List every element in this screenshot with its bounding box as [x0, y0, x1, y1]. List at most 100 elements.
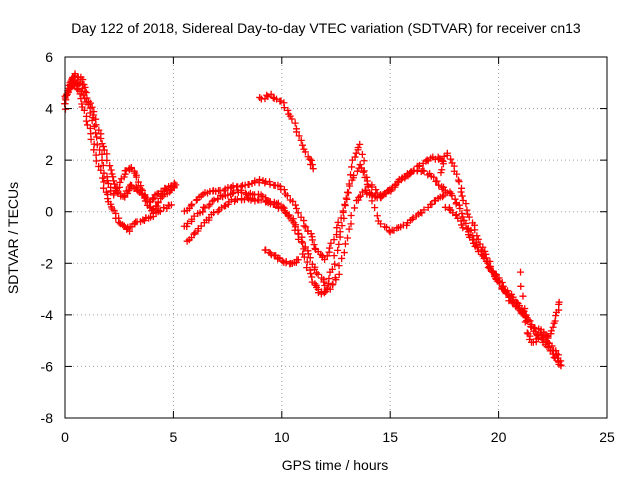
data-point [256, 175, 264, 183]
data-point [99, 161, 107, 169]
data-point [358, 150, 366, 158]
data-point [294, 209, 302, 217]
data-point [344, 234, 352, 242]
data-point [440, 183, 448, 191]
data-point [110, 206, 118, 214]
data-point [334, 246, 342, 254]
data-point [499, 282, 507, 290]
data-point [306, 155, 314, 163]
data-point [368, 197, 376, 205]
y-axis-label: SDTVAR / TECUs [5, 182, 21, 294]
data-point [188, 200, 196, 208]
data-point [521, 318, 529, 326]
data-point [457, 188, 465, 196]
data-point [356, 140, 364, 148]
data-point [229, 182, 237, 190]
data-point [345, 180, 353, 188]
chart-title: Day 122 of 2018, Sidereal Day-to-day VTE… [71, 20, 581, 36]
data-point [309, 165, 317, 173]
data-point [257, 196, 265, 204]
data-point [547, 327, 555, 335]
data-point [330, 236, 338, 244]
data-point [462, 200, 470, 208]
data-point [440, 152, 448, 160]
data-point [469, 236, 477, 244]
data-point [454, 176, 462, 184]
y-tick-label: 0 [45, 204, 53, 220]
data-point [368, 183, 376, 191]
data-point [69, 73, 77, 81]
data-point [363, 173, 371, 181]
y-tick-label: -8 [41, 410, 54, 426]
data-point [297, 136, 305, 144]
data-point [393, 224, 401, 232]
data-point [439, 193, 447, 201]
data-point [205, 202, 213, 210]
data-point [464, 210, 472, 218]
data-point [132, 173, 140, 181]
data-point [307, 230, 315, 238]
data-point [340, 249, 348, 257]
data-point [423, 156, 431, 164]
data-point [509, 295, 517, 303]
data-point [334, 218, 342, 226]
data-point [326, 244, 334, 252]
data-point [521, 305, 529, 313]
data-point [99, 174, 107, 182]
data-point [295, 229, 303, 237]
data-point [455, 178, 463, 186]
data-point [347, 220, 355, 228]
data-point [364, 182, 372, 190]
data-point [428, 200, 436, 208]
series-track-f [183, 140, 448, 298]
data-point [96, 146, 104, 154]
series-track-g [256, 90, 317, 173]
data-point [141, 197, 149, 205]
y-tick-label: -2 [41, 255, 54, 271]
data-point [327, 239, 335, 247]
data-point [86, 109, 94, 117]
data-point [116, 178, 124, 186]
data-point [308, 161, 316, 169]
data-point [332, 231, 340, 239]
data-point [279, 203, 287, 211]
data-point [153, 190, 161, 198]
data-point [335, 240, 343, 248]
data-point [438, 166, 446, 174]
data-point [291, 226, 299, 234]
data-point [110, 177, 118, 185]
data-point [88, 116, 96, 124]
data-point [462, 219, 470, 227]
data-point [80, 106, 88, 114]
data-point [544, 334, 552, 342]
data-point [153, 202, 161, 210]
data-point [92, 151, 100, 159]
plot-frame [64, 56, 608, 419]
data-point [347, 211, 355, 219]
data-point [137, 185, 145, 193]
data-point [480, 254, 488, 262]
data-point [443, 151, 451, 159]
data-point [183, 222, 191, 230]
data-point [301, 148, 309, 156]
data-point [284, 212, 292, 220]
data-point [341, 240, 349, 248]
grid-lines [65, 57, 607, 418]
data-point [82, 117, 90, 125]
data-point [519, 292, 527, 300]
data-point [90, 122, 98, 130]
x-tick-label: 0 [61, 429, 69, 445]
data-point [77, 95, 85, 103]
data-point [210, 209, 218, 217]
data-point [335, 262, 343, 270]
x-tick-label: 20 [491, 429, 507, 445]
data-point [445, 206, 453, 214]
data-point [331, 274, 339, 282]
data-point [90, 146, 98, 154]
data-point [294, 256, 302, 264]
data-point [92, 129, 100, 137]
data-point [340, 214, 348, 222]
data-point [549, 323, 557, 331]
data-point [266, 180, 274, 188]
